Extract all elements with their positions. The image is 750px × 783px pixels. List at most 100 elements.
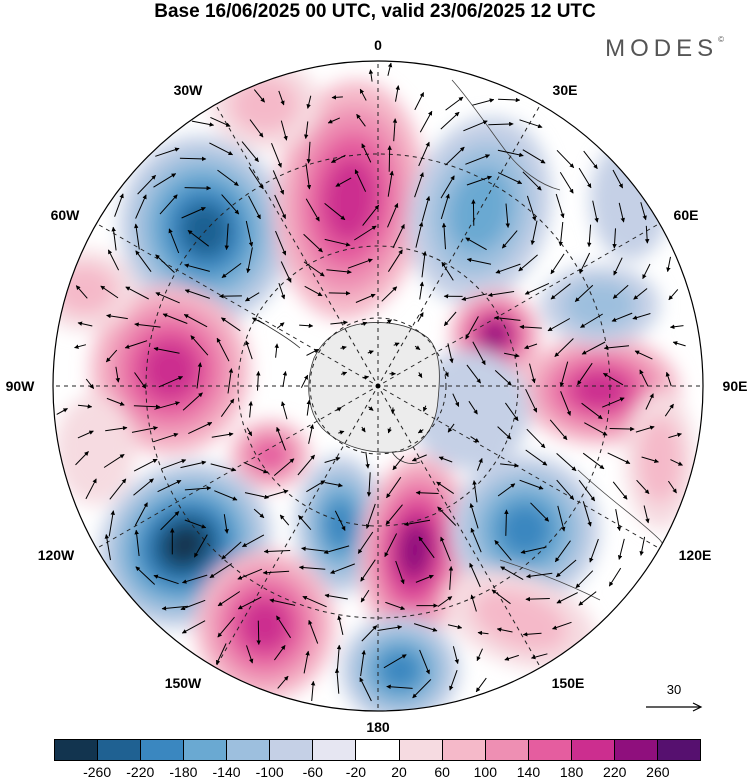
wind-vector-arrow [155, 254, 175, 273]
colorbar-swatch [571, 740, 615, 760]
wind-vector-arrow [504, 402, 519, 422]
logo-mark: © [718, 35, 724, 44]
wind-vector-arrow [280, 120, 288, 141]
anomaly-contour [410, 350, 530, 470]
wind-vector-arrow [133, 478, 154, 496]
wind-vector-arrow [466, 257, 492, 265]
wind-vector-arrow [589, 538, 599, 563]
wind-vector-arrow [612, 169, 624, 189]
lon-label-90w: 90W [6, 378, 36, 394]
wind-vector-arrow [134, 322, 161, 328]
wind-vector-arrow [153, 173, 177, 188]
wind-vector-arrow [221, 541, 242, 560]
wind-vector-arrow [306, 141, 312, 164]
anomaly-contour [55, 395, 135, 505]
wind-vector-arrow [242, 534, 265, 548]
wind-vector-arrow [386, 476, 402, 499]
wind-vector-arrow [419, 110, 433, 133]
wind-vector-arrow [245, 292, 260, 302]
wind-vector-arrow [387, 145, 392, 172]
wind-vector-arrow [494, 370, 512, 386]
wind-vector-arrow [441, 261, 454, 281]
wind-vector-arrow [641, 456, 659, 464]
wind-vector-arrow [303, 233, 323, 253]
wind-vector-arrow [447, 343, 454, 364]
wind-vector-arrow [280, 261, 292, 283]
anomaly-contour [638, 416, 682, 504]
wind-vector-arrow [276, 426, 286, 451]
wind-vector-arrow [612, 481, 628, 500]
wind-vector-arrow [584, 422, 608, 436]
wind-vector-arrow [611, 312, 633, 322]
wind-vector-arrow [558, 221, 564, 247]
wind-vector-arrow [306, 480, 326, 493]
wind-vector-arrow [181, 574, 208, 584]
wind-vector-arrow [217, 616, 235, 638]
wind-vector-arrow [419, 649, 430, 675]
wind-vector-arrow [403, 519, 431, 527]
wind-vector-arrow [366, 472, 372, 497]
wind-vector-arrow [158, 376, 184, 388]
wind-vector-arrow [56, 408, 68, 415]
reference-arrow-icon [646, 702, 703, 712]
anomaly-contour [472, 589, 568, 651]
wind-vector-arrow [125, 286, 149, 300]
wind-vector-arrow [179, 156, 207, 162]
wind-vector-arrow [106, 313, 128, 320]
wind-vector-arrow [276, 322, 285, 329]
wind-vector-arrow [440, 175, 455, 199]
anomaly-contour [482, 322, 508, 348]
wind-vector-arrow [581, 402, 603, 420]
wind-vector-arrow [327, 117, 341, 124]
wind-vector-arrow [633, 288, 648, 300]
wind-vector-arrow [470, 594, 477, 612]
wind-vector-arrow [85, 378, 95, 389]
wind-vector-arrow [470, 436, 480, 443]
wind-vector-arrow [640, 202, 647, 221]
wind-vector-arrow [475, 677, 487, 693]
wind-vector-arrow [324, 203, 346, 221]
colorbar-swatch [485, 740, 529, 760]
wind-vector-arrow [330, 563, 355, 574]
wind-vector-arrow [472, 98, 495, 106]
wind-vector-arrow [644, 225, 650, 244]
colorbar-swatch [141, 740, 185, 760]
wind-vector-arrow [612, 228, 617, 249]
wind-vector-arrow [220, 398, 235, 417]
wind-vector-arrow [105, 425, 128, 432]
wind-vector-arrow [583, 150, 598, 170]
wind-vector-arrow [500, 463, 519, 468]
wind-vector-arrow [184, 185, 212, 191]
wind-vector-arrow [359, 677, 372, 702]
wind-vector-arrow [665, 371, 672, 387]
wind-vector-arrow [134, 502, 148, 526]
wind-vector-arrow [356, 113, 366, 127]
wind-vector-arrow [100, 285, 119, 299]
anomaly-contour [572, 370, 628, 410]
wind-vector-arrow [559, 361, 569, 388]
lon-label-90e: 90E [723, 378, 748, 394]
wind-vector-arrow [245, 220, 254, 247]
wind-vector-arrow [554, 338, 574, 357]
wind-vector-arrow [306, 95, 312, 109]
wind-vector-arrow [381, 286, 398, 302]
wind-vector-arrow [324, 482, 343, 488]
wind-vector-arrow [77, 321, 93, 327]
lon-label-150e: 150E [552, 675, 585, 691]
wind-vector-arrow [107, 249, 120, 271]
wind-vector-arrow [193, 534, 208, 558]
wind-vector-arrow [639, 369, 649, 387]
wind-vector-arrow [574, 284, 594, 302]
wind-vector-arrow [355, 293, 376, 303]
wind-vector-arrow [271, 143, 282, 168]
wind-vector-arrow [393, 342, 400, 347]
wind-vector-arrow [161, 459, 187, 470]
colorbar-tick-label: 60 [434, 764, 450, 780]
wind-vector-arrow [134, 223, 140, 250]
wind-vector-arrow [387, 170, 394, 197]
wind-vector-arrow [157, 479, 182, 493]
wind-vector-arrow [554, 540, 571, 563]
wind-vector-arrow [613, 257, 623, 276]
wind-vector-arrow [253, 508, 265, 519]
wind-vector-arrow [476, 457, 483, 471]
